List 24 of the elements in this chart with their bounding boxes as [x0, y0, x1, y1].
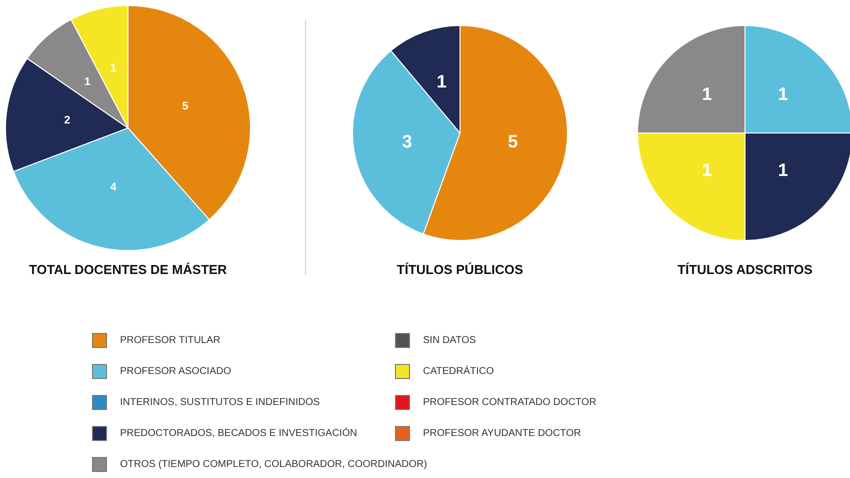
legend-label: PROFESOR ASOCIADO: [120, 366, 232, 377]
text: TÍTULOS PÚBLICOS: [396, 262, 524, 277]
legend-label: PREDOCTORADOS, BECADOS E INVESTIGACIÓN: [120, 428, 358, 439]
legend-label: INTERINOS, SUSTITUTOS E INDEFINIDOS: [120, 397, 320, 408]
data-label: 3: [402, 131, 412, 152]
data-label: 1: [702, 160, 712, 180]
data-label: 1: [778, 84, 788, 104]
data-label: 1: [84, 76, 90, 88]
data-label: 4: [110, 182, 118, 194]
legend-label: CATEDRÁTICO: [423, 366, 494, 377]
data-label: 2: [64, 114, 70, 127]
data-label: 1: [110, 62, 116, 75]
legend-label: PROFESOR TITULAR: [120, 335, 220, 346]
data-label: 5: [508, 131, 518, 152]
legend-label: PROFESOR AYUDANTE DOCTOR: [423, 428, 581, 439]
legend-label: PROFESOR CONTRATADO DOCTOR: [423, 397, 596, 408]
data-label: 1: [702, 84, 712, 104]
data-label: 1: [436, 71, 447, 92]
text: TOTAL DOCENTES DE MÁSTER: [28, 262, 228, 277]
legend-label: OTROS (TIEMPO COMPLETO, COLABORADOR, COORDINADOR): [120, 459, 428, 470]
data-label: 5: [182, 100, 188, 112]
data-label: 1: [778, 160, 788, 180]
text: TÍTULOS ADSCRITOS: [676, 262, 814, 277]
legend-label: SIN DATOS: [423, 335, 476, 346]
